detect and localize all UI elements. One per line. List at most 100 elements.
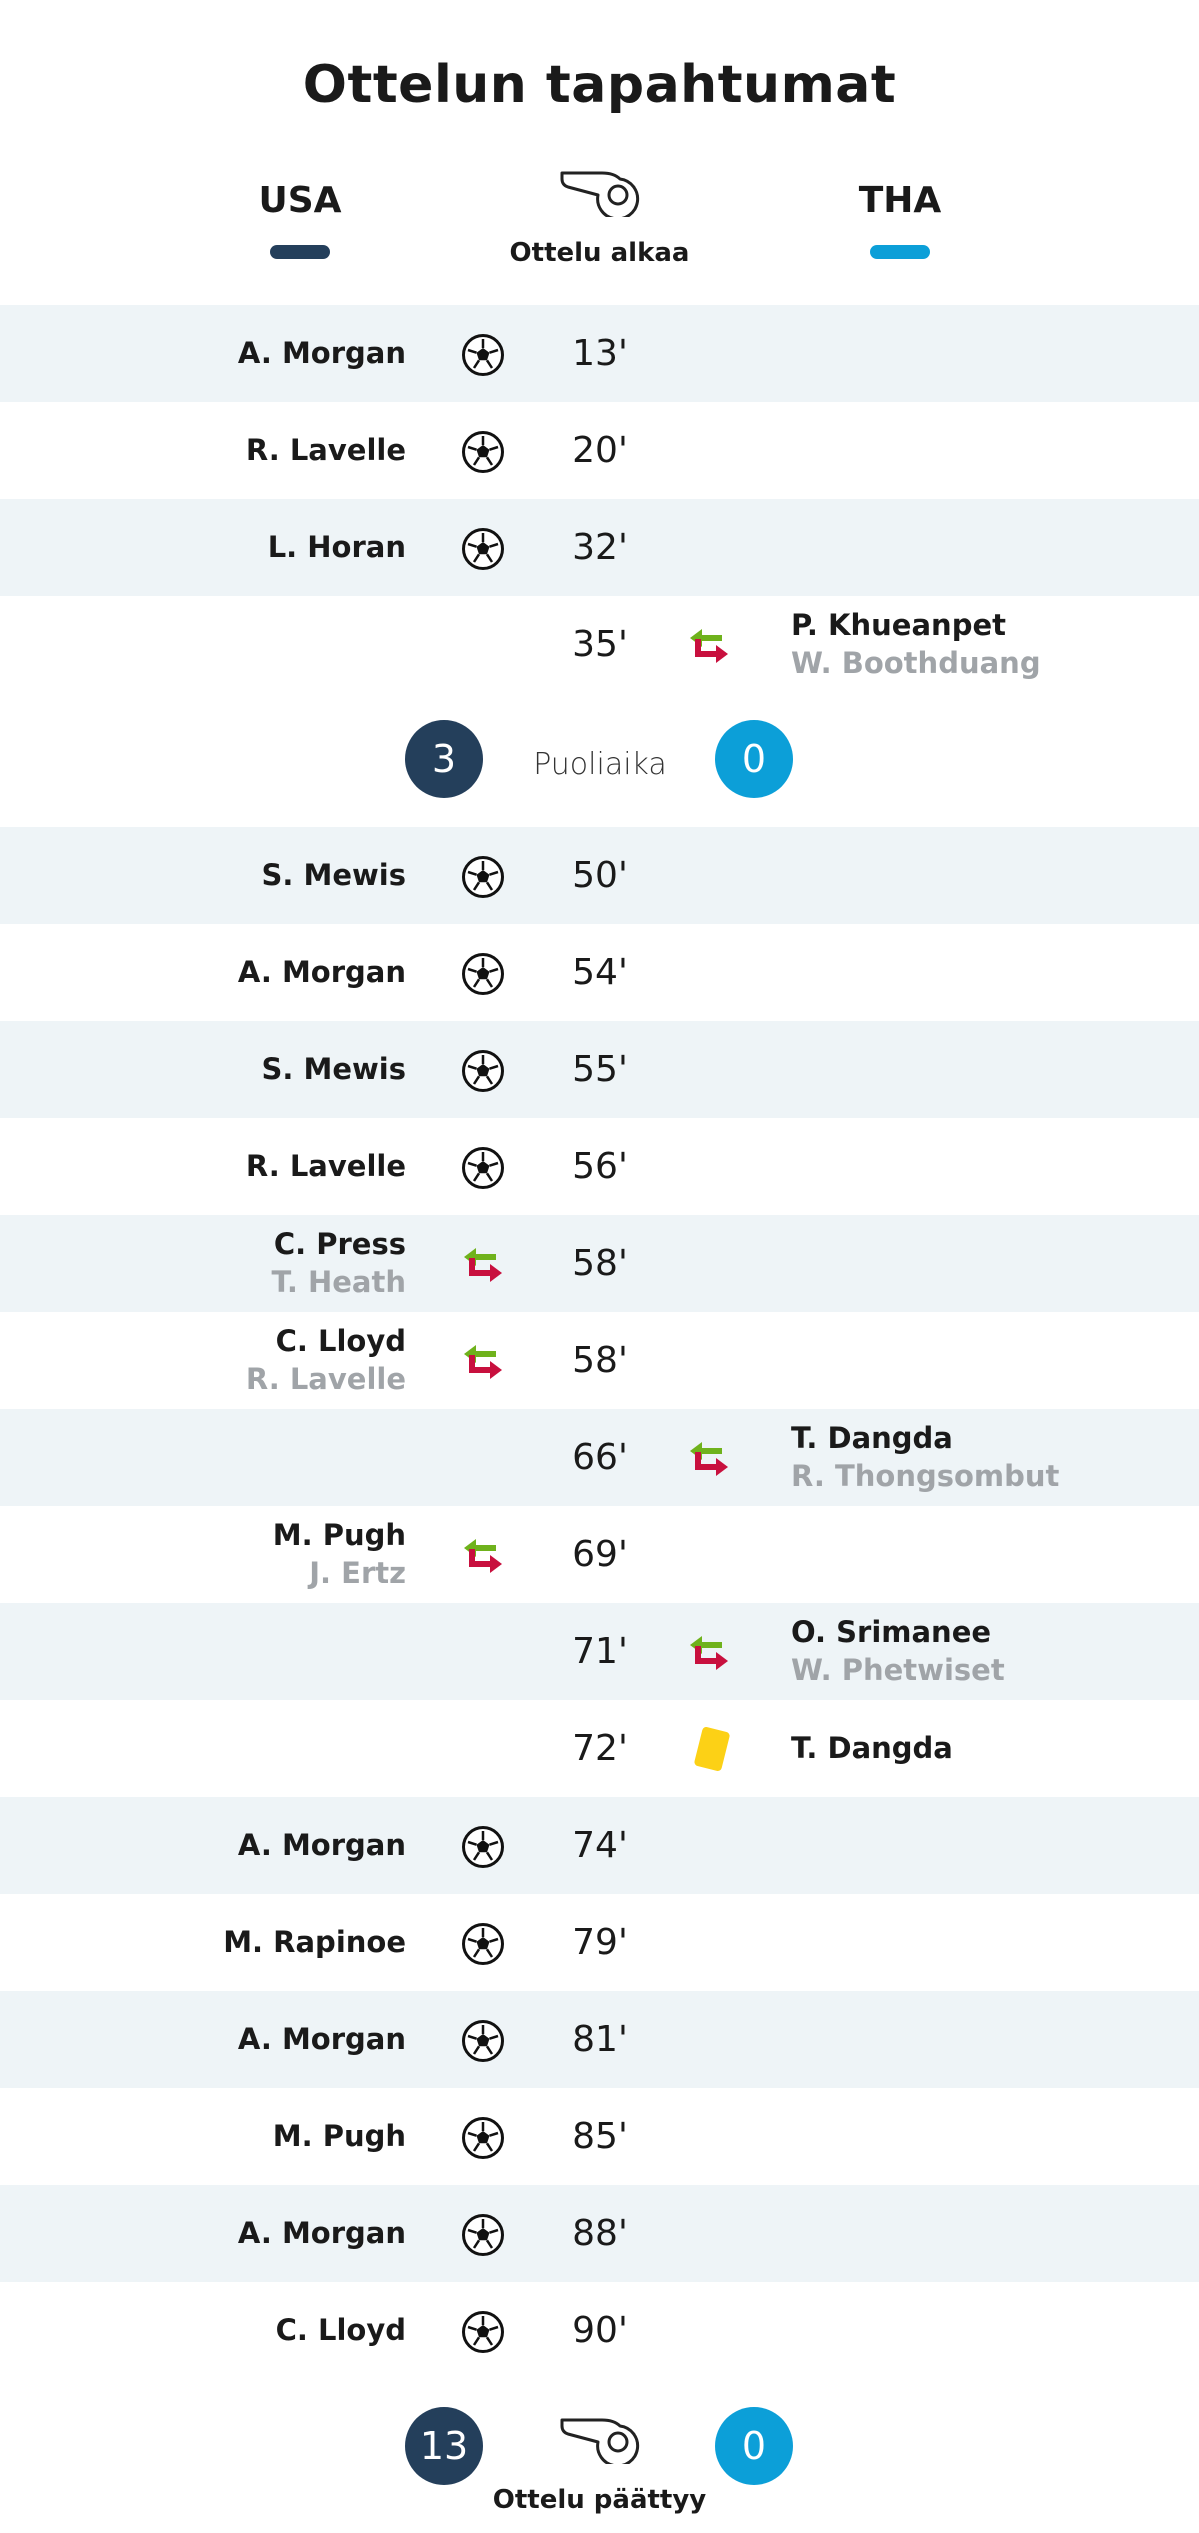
event-minute: 69' [572, 1534, 628, 1575]
event-row: 35' P. Khueanpet W. Boothduang [0, 596, 1199, 693]
whistle-icon [558, 165, 642, 221]
event-minute: 58' [572, 1340, 628, 1381]
event-row: 71' O. Srimanee W. Phetwiset [0, 1603, 1199, 1700]
event-row: 50' S. Mewis [0, 827, 1199, 924]
home-team-name: USA [258, 180, 342, 221]
soccer-ball-icon [462, 2117, 504, 2159]
event-minute: 90' [572, 2310, 628, 2351]
player-out-name: R. Thongsombut [791, 1459, 1060, 1493]
soccer-ball-icon [462, 2311, 504, 2353]
soccer-ball-icon [462, 1826, 504, 1868]
substitution-arrows-icon [688, 1632, 730, 1674]
event-row: 79' M. Rapinoe [0, 1894, 1199, 1991]
player-name: S. Mewis [261, 858, 406, 892]
halftime-label: Puoliaika [533, 747, 667, 782]
event-row: 54' A. Morgan [0, 924, 1199, 1021]
event-minute: 72' [572, 1728, 628, 1769]
player-name: A. Morgan [237, 2022, 406, 2056]
player-in-name: T. Dangda [791, 1421, 953, 1455]
soccer-ball-icon [462, 953, 504, 995]
event-row: 20' R. Lavelle [0, 402, 1199, 499]
player-in-name: P. Khueanpet [791, 608, 1006, 642]
player-name: M. Rapinoe [223, 1925, 406, 1959]
soccer-ball-icon [462, 1050, 504, 1092]
away-team-name: THA [858, 180, 942, 221]
soccer-ball-icon [462, 334, 504, 376]
event-minute: 50' [572, 855, 628, 896]
event-minute: 13' [572, 333, 628, 374]
player-name: R. Lavelle [245, 433, 406, 467]
event-row: 66' T. Dangda R. Thongsombut [0, 1409, 1199, 1506]
player-in-name: O. Srimanee [791, 1615, 992, 1649]
event-row: 85' M. Pugh [0, 2088, 1199, 2185]
substitution-arrows-icon [462, 1244, 504, 1286]
event-minute: 85' [572, 2116, 628, 2157]
match-start-label: Ottelu alkaa [509, 238, 690, 268]
soccer-ball-icon [462, 1923, 504, 1965]
event-row: 58' C. Press T. Heath [0, 1215, 1199, 1312]
match-end-label: Ottelu päättyy [492, 2485, 707, 2515]
home-team-color-bar [270, 245, 330, 259]
substitution-arrows-icon [462, 1535, 504, 1577]
player-out-name: W. Boothduang [791, 646, 1041, 680]
player-name: T. Dangda [791, 1731, 953, 1765]
event-row: 13' A. Morgan [0, 305, 1199, 402]
player-name: A. Morgan [237, 2216, 406, 2250]
player-out-name: W. Phetwiset [791, 1653, 1005, 1687]
yellow-card-icon [693, 1726, 731, 1772]
soccer-ball-icon [462, 856, 504, 898]
event-row: 72' T. Dangda [0, 1700, 1199, 1797]
substitution-arrows-icon [462, 1341, 504, 1383]
fulltime-away-score: 0 [715, 2407, 793, 2485]
event-minute: 58' [572, 1243, 628, 1284]
halftime-away-score: 0 [715, 720, 793, 798]
event-minute: 66' [572, 1437, 628, 1478]
event-row: 74' A. Morgan [0, 1797, 1199, 1894]
event-row: 90' C. Lloyd [0, 2282, 1199, 2379]
event-minute: 55' [572, 1049, 628, 1090]
player-name: A. Morgan [237, 1828, 406, 1862]
event-row: 88' A. Morgan [0, 2185, 1199, 2282]
event-minute: 79' [572, 1922, 628, 1963]
event-minute: 20' [572, 430, 628, 471]
player-in-name: C. Press [273, 1227, 406, 1261]
event-row: 56' R. Lavelle [0, 1118, 1199, 1215]
player-name: M. Pugh [272, 2119, 406, 2153]
event-minute: 56' [572, 1146, 628, 1187]
halftime-home-score: 3 [405, 720, 483, 798]
event-minute: 71' [572, 1631, 628, 1672]
page-title: Ottelun tapahtumat [302, 55, 897, 115]
substitution-arrows-icon [688, 1438, 730, 1480]
player-out-name: J. Ertz [309, 1556, 406, 1590]
event-minute: 35' [572, 624, 628, 665]
event-row: 81' A. Morgan [0, 1991, 1199, 2088]
event-minute: 32' [572, 527, 628, 568]
event-row: 58' C. Lloyd R. Lavelle [0, 1312, 1199, 1409]
player-name: A. Morgan [237, 955, 406, 989]
event-minute: 54' [572, 952, 628, 993]
player-out-name: T. Heath [271, 1265, 406, 1299]
player-name: L. Horan [267, 530, 406, 564]
away-team-color-bar [870, 245, 930, 259]
player-name: S. Mewis [261, 1052, 406, 1086]
player-name: R. Lavelle [245, 1149, 406, 1183]
whistle-icon [558, 2412, 642, 2468]
event-minute: 88' [572, 2213, 628, 2254]
fulltime-home-score: 13 [405, 2407, 483, 2485]
event-row: 55' S. Mewis [0, 1021, 1199, 1118]
event-row: 32' L. Horan [0, 499, 1199, 596]
event-minute: 81' [572, 2019, 628, 2060]
player-name: C. Lloyd [275, 2313, 406, 2347]
substitution-arrows-icon [688, 625, 730, 667]
soccer-ball-icon [462, 2214, 504, 2256]
player-in-name: C. Lloyd [275, 1324, 406, 1358]
player-out-name: R. Lavelle [245, 1362, 406, 1396]
soccer-ball-icon [462, 2020, 504, 2062]
event-row: 69' M. Pugh J. Ertz [0, 1506, 1199, 1603]
player-name: A. Morgan [237, 336, 406, 370]
soccer-ball-icon [462, 1147, 504, 1189]
soccer-ball-icon [462, 528, 504, 570]
soccer-ball-icon [462, 431, 504, 473]
player-in-name: M. Pugh [272, 1518, 406, 1552]
event-minute: 74' [572, 1825, 628, 1866]
